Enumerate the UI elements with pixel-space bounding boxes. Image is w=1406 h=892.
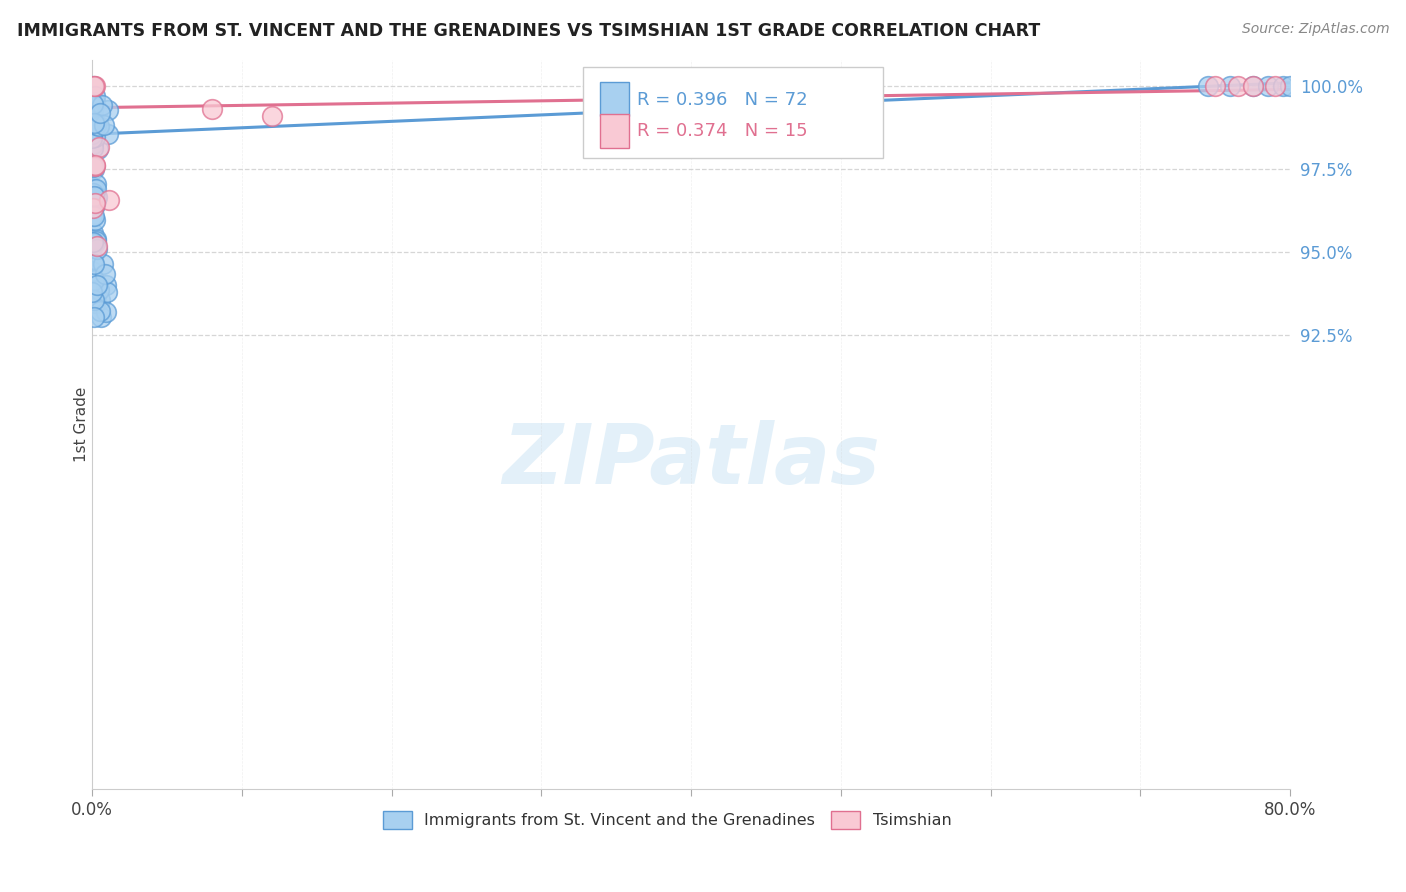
Point <box>1264 79 1286 94</box>
Point <box>83 79 105 94</box>
Point <box>83 209 105 223</box>
Point <box>87 120 110 134</box>
Point <box>82 285 104 299</box>
Point <box>83 195 105 210</box>
Point <box>94 305 117 319</box>
Point <box>84 129 107 144</box>
Point <box>97 103 120 118</box>
Point <box>82 252 104 266</box>
Point <box>84 178 107 192</box>
Point <box>83 99 105 113</box>
Point <box>84 182 107 196</box>
Point <box>83 296 105 310</box>
Point <box>98 193 121 207</box>
Point <box>86 238 108 252</box>
Point <box>82 105 104 120</box>
Point <box>82 97 104 112</box>
Point <box>1257 79 1279 94</box>
Point <box>1226 79 1249 94</box>
Point <box>89 105 111 120</box>
Point <box>86 234 108 248</box>
Point <box>82 127 104 141</box>
Point <box>93 119 115 133</box>
Point <box>89 303 111 318</box>
Point <box>83 293 105 307</box>
Text: Source: ZipAtlas.com: Source: ZipAtlas.com <box>1241 22 1389 37</box>
Point <box>83 181 105 195</box>
Point <box>84 198 107 212</box>
Point <box>97 127 120 141</box>
Point <box>1219 79 1241 94</box>
Point <box>89 293 111 308</box>
Point <box>82 127 104 141</box>
Point <box>83 159 105 173</box>
Y-axis label: 1st Grade: 1st Grade <box>73 386 89 462</box>
Point <box>82 160 104 174</box>
Point <box>83 273 105 287</box>
Point <box>1241 79 1264 94</box>
Point <box>89 140 111 154</box>
Point <box>91 98 114 112</box>
Point <box>82 131 104 145</box>
Point <box>87 120 110 134</box>
Point <box>82 284 104 298</box>
Text: R = 0.396   N = 72: R = 0.396 N = 72 <box>637 91 808 109</box>
Point <box>1241 79 1264 94</box>
Text: ZIPatlas: ZIPatlas <box>502 420 880 501</box>
Point <box>84 213 107 227</box>
Text: R = 0.374   N = 15: R = 0.374 N = 15 <box>637 122 808 140</box>
Point <box>90 310 112 324</box>
Point <box>91 256 114 270</box>
Point <box>83 189 105 203</box>
Point <box>83 116 105 130</box>
Point <box>82 226 104 240</box>
Point <box>86 278 108 293</box>
Point <box>1271 79 1294 94</box>
Point <box>86 242 108 256</box>
Point <box>86 143 108 157</box>
Point <box>83 162 105 177</box>
Point <box>260 109 283 123</box>
FancyBboxPatch shape <box>600 113 628 148</box>
Point <box>83 236 105 251</box>
FancyBboxPatch shape <box>600 82 628 117</box>
Point <box>82 136 104 151</box>
Text: IMMIGRANTS FROM ST. VINCENT AND THE GRENADINES VS TSIMSHIAN 1ST GRADE CORRELATIO: IMMIGRANTS FROM ST. VINCENT AND THE GREN… <box>17 22 1040 40</box>
Point <box>83 310 105 324</box>
Point <box>201 103 224 117</box>
Point <box>83 95 105 109</box>
Point <box>86 190 108 204</box>
Point <box>83 158 105 172</box>
Point <box>86 194 108 208</box>
Point <box>84 89 107 103</box>
Point <box>84 232 107 246</box>
Point <box>94 267 117 281</box>
Point <box>82 141 104 155</box>
Point <box>83 257 105 271</box>
Point <box>82 235 104 250</box>
Point <box>82 264 104 278</box>
Point <box>94 277 117 292</box>
Point <box>87 283 110 297</box>
Point <box>1204 79 1226 94</box>
Point <box>84 293 107 308</box>
Point <box>84 79 107 94</box>
FancyBboxPatch shape <box>583 67 883 158</box>
Point <box>82 209 104 223</box>
Point <box>84 118 107 132</box>
Point <box>84 116 107 130</box>
Point <box>83 159 105 173</box>
Point <box>96 285 118 300</box>
Legend: Immigrants from St. Vincent and the Grenadines, Tsimshian: Immigrants from St. Vincent and the Gren… <box>377 805 957 836</box>
Point <box>82 137 104 152</box>
Point <box>82 236 104 251</box>
Point <box>82 202 104 216</box>
Point <box>82 79 104 94</box>
Point <box>1197 79 1219 94</box>
Point <box>1279 79 1302 94</box>
Point <box>82 186 104 201</box>
Point <box>83 159 105 173</box>
